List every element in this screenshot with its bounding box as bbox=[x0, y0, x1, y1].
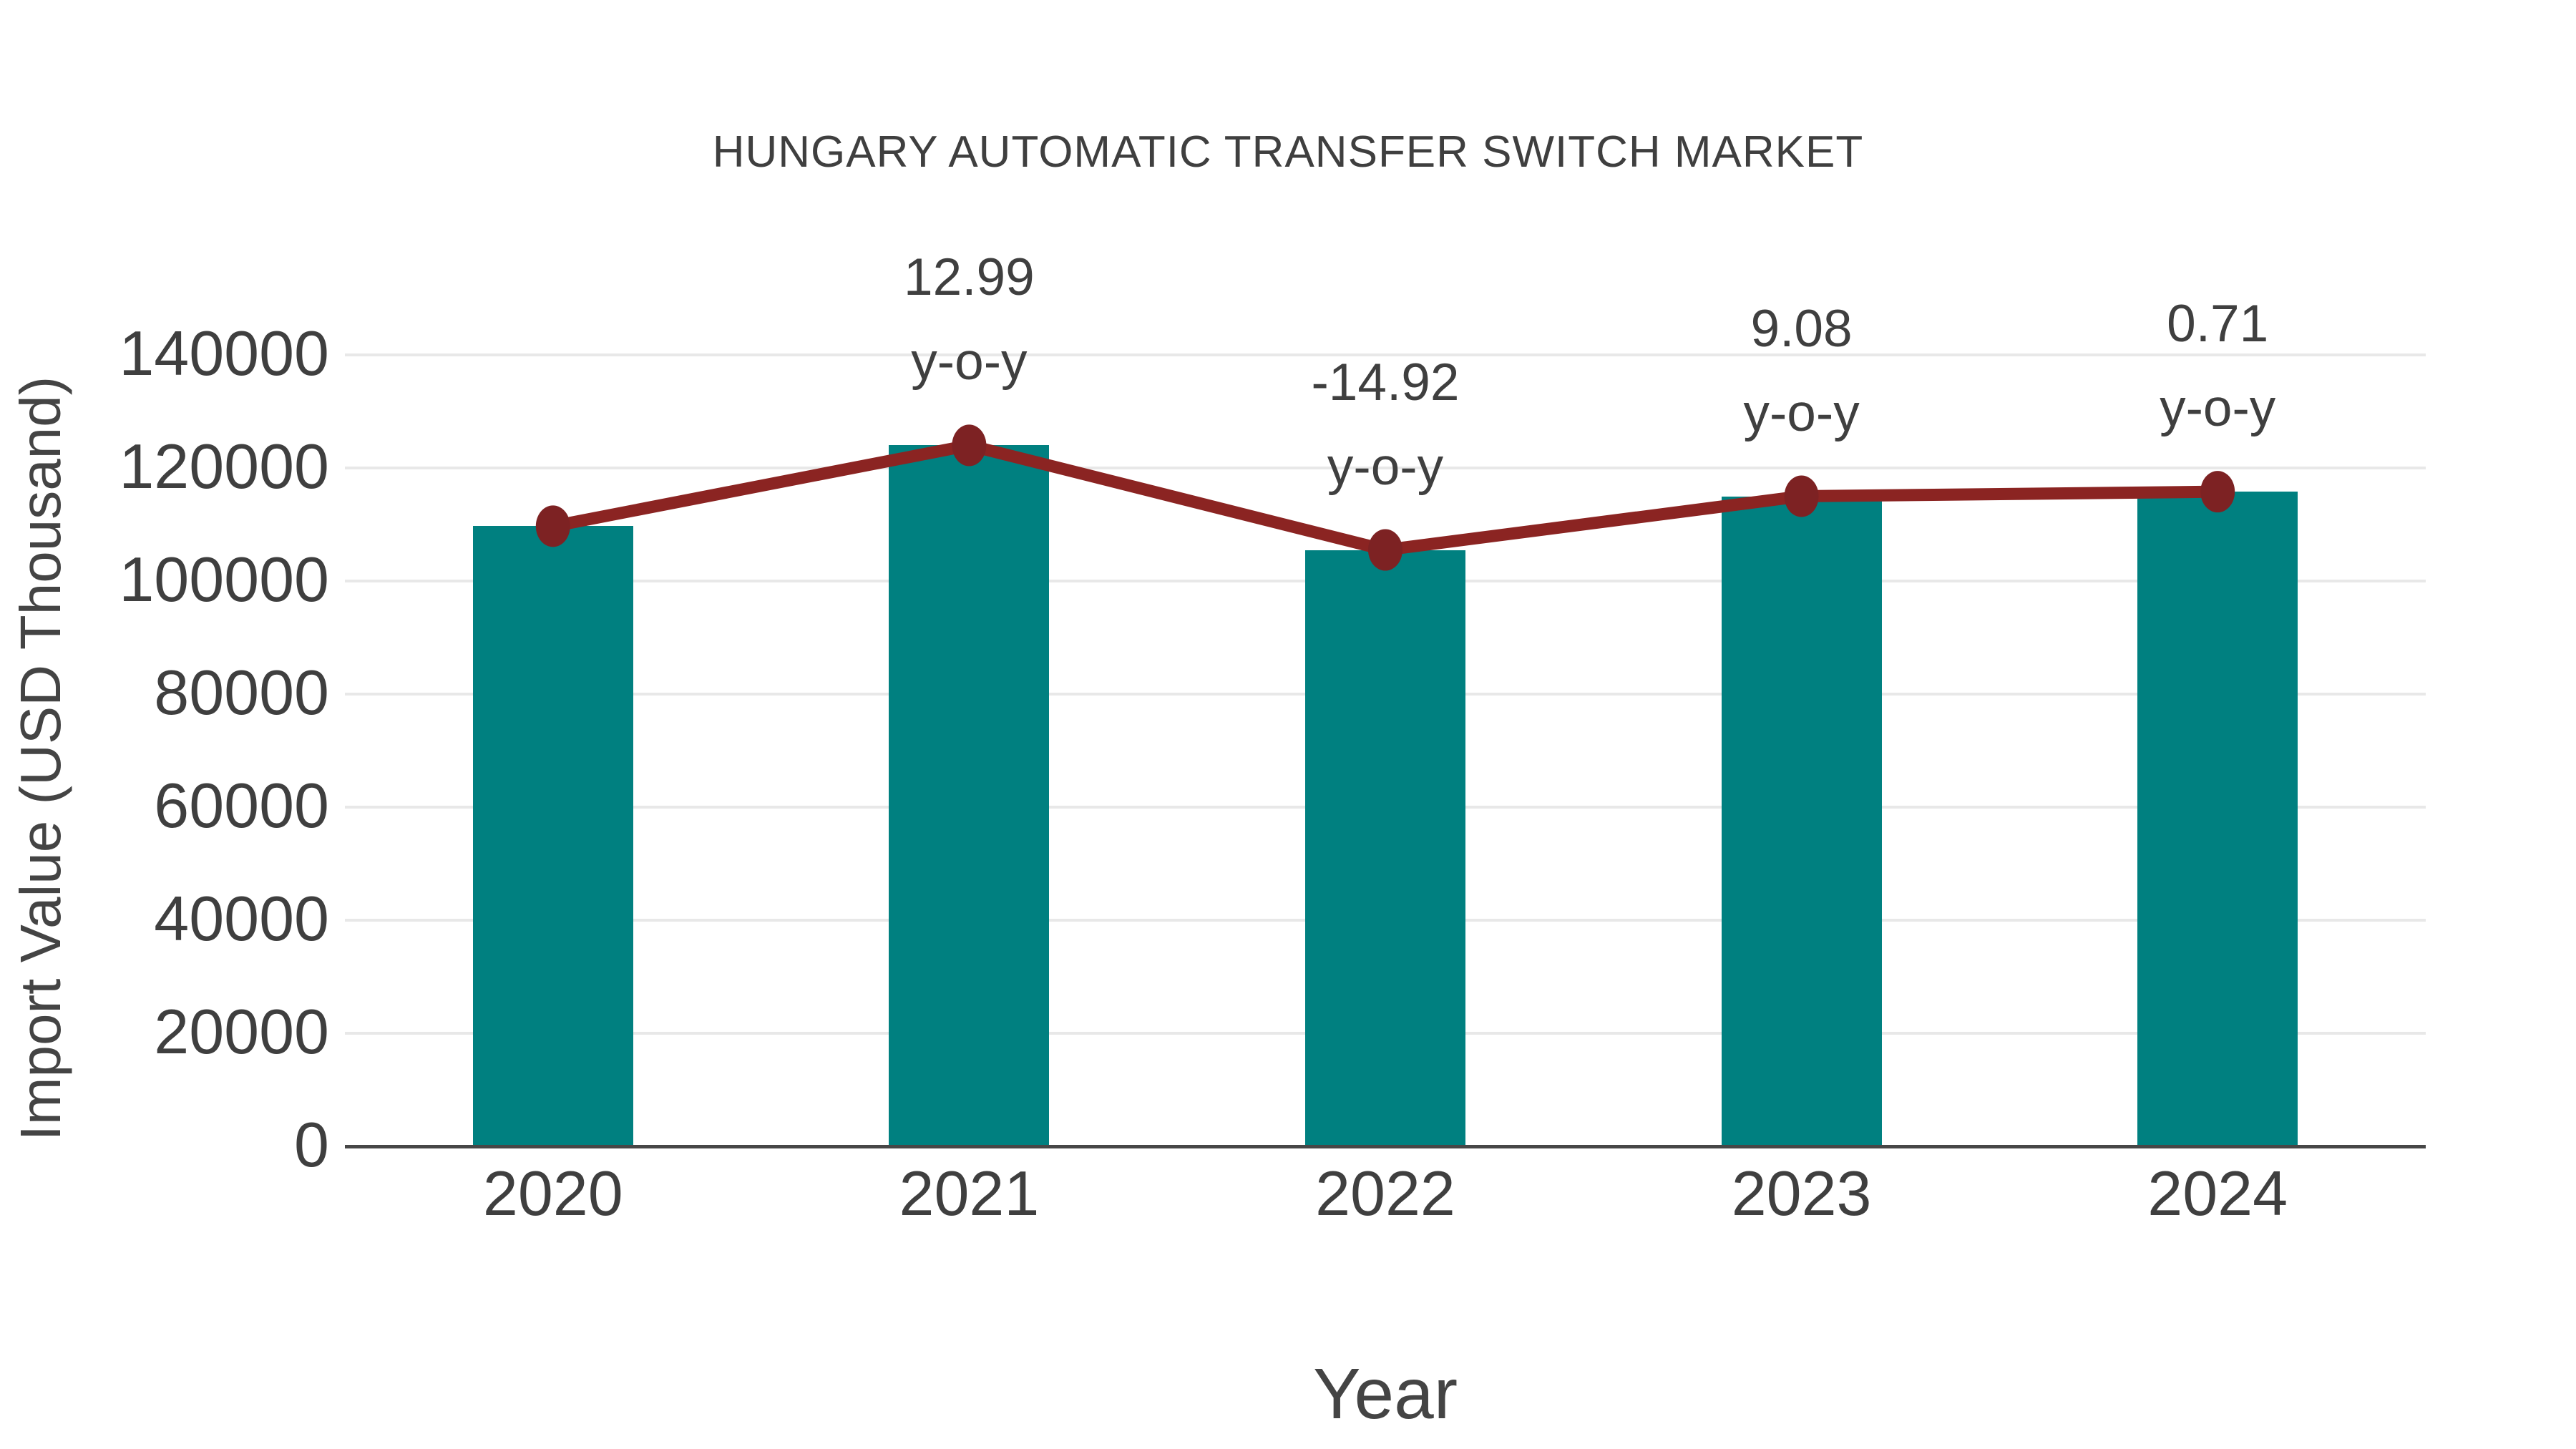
y-tick-label: 0 bbox=[294, 1109, 329, 1180]
yoy-annotation-2022: -14.92 y-o-y bbox=[1099, 341, 1672, 509]
x-axis-line bbox=[345, 1145, 2426, 1148]
yoy-marker-2022 bbox=[1368, 529, 1402, 571]
chart-title: HUNGARY AUTOMATIC TRANSFER SWITCH MARKET bbox=[712, 127, 1864, 177]
x-tick-label: 2022 bbox=[1315, 1158, 1455, 1229]
yoy-annotation-value: 12.99 bbox=[904, 248, 1035, 307]
gridline bbox=[345, 353, 2426, 356]
bar-2023 bbox=[1721, 496, 1882, 1146]
x-tick-label: 2023 bbox=[1731, 1158, 1872, 1229]
x-tick-label: 2021 bbox=[899, 1158, 1040, 1229]
bar-2020 bbox=[472, 526, 633, 1146]
gridline bbox=[345, 467, 2426, 469]
yoy-annotation-suffix: y-o-y bbox=[911, 333, 1028, 391]
bar-2024 bbox=[2137, 492, 2298, 1146]
yoy-annotation-value: 9.08 bbox=[1750, 299, 1853, 358]
x-axis-title: Year bbox=[1312, 1354, 1458, 1434]
y-tick-label: 40000 bbox=[154, 883, 329, 954]
yoy-annotation-suffix: y-o-y bbox=[1743, 384, 1860, 442]
x-tick-label: 2024 bbox=[2147, 1158, 2288, 1229]
yoy-annotation-2023: 9.08 y-o-y bbox=[1516, 287, 2088, 456]
y-tick-label: 80000 bbox=[154, 657, 329, 728]
y-tick-label: 120000 bbox=[119, 431, 329, 502]
yoy-annotation-suffix: y-o-y bbox=[2160, 379, 2276, 438]
yoy-annotation-value: -14.92 bbox=[1311, 353, 1460, 411]
bar-2022 bbox=[1305, 550, 1465, 1146]
bar-2021 bbox=[889, 445, 1050, 1146]
y-tick-label: 60000 bbox=[154, 770, 329, 841]
yoy-annotation-suffix: y-o-y bbox=[1327, 437, 1444, 496]
x-tick-label: 2020 bbox=[482, 1158, 623, 1229]
yoy-marker-2024 bbox=[2200, 471, 2235, 513]
yoy-annotation-value: 0.71 bbox=[2167, 295, 2269, 353]
yoy-annotation-2021: 12.99 y-o-y bbox=[683, 235, 1255, 404]
yoy-marker-2023 bbox=[1784, 475, 1819, 517]
y-tick-label: 20000 bbox=[154, 996, 329, 1067]
yoy-marker-2020 bbox=[535, 505, 570, 547]
y-tick-label: 100000 bbox=[119, 544, 329, 615]
yoy-marker-2021 bbox=[952, 424, 987, 467]
y-tick-label: 140000 bbox=[119, 318, 329, 389]
yoy-annotation-2024: 0.71 y-o-y bbox=[1931, 282, 2504, 451]
